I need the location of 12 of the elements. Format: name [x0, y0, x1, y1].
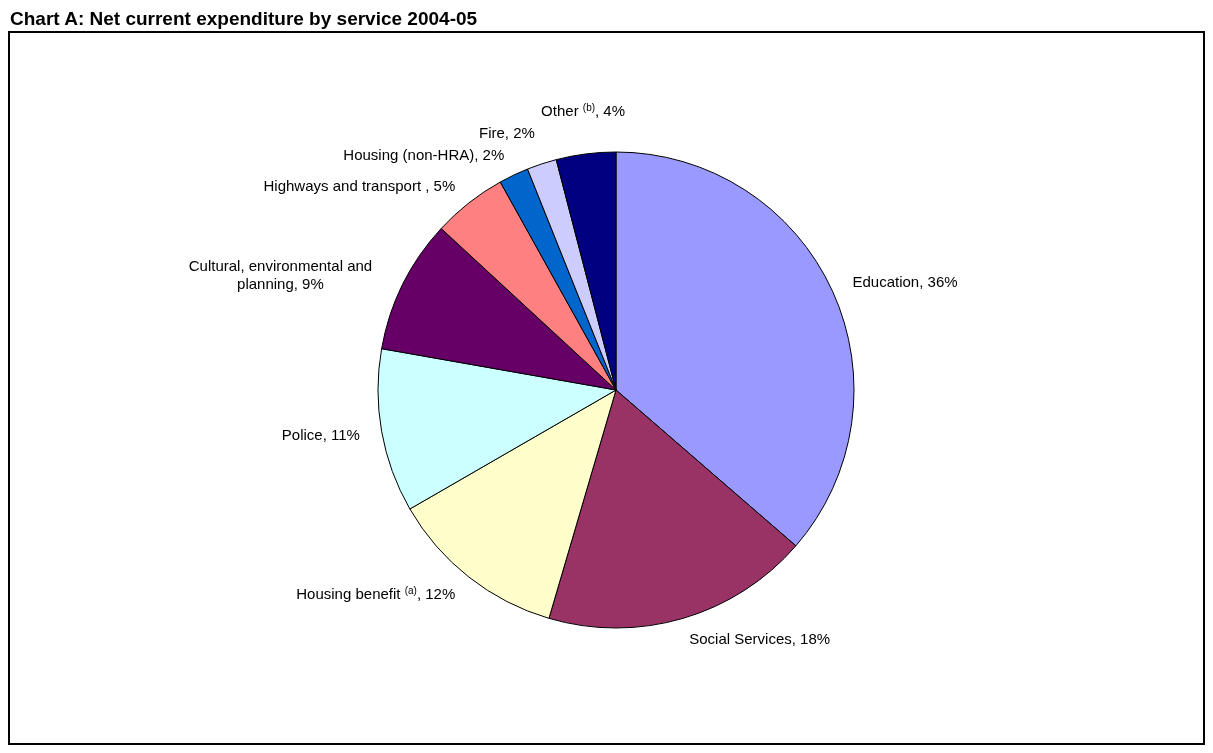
slice-label: Police, 11% [281, 426, 360, 444]
slice-label: Highways and transport , 5% [263, 176, 456, 194]
slice-label: Fire, 2% [479, 124, 535, 142]
slice-label: Housing benefit $^{(a)}$ [296, 584, 417, 603]
slice-label: Social Services, 18% [689, 630, 831, 648]
chart-title: Chart A: Net current expenditure by service 2004-05 [10, 8, 478, 29]
data-label: , 12% [416, 585, 456, 603]
data-label: , 4% [595, 102, 626, 120]
slice-label: Cultural, environmental and planning, 9% [188, 256, 373, 292]
slice-label: Housing (non-HRA), 2% [343, 146, 505, 164]
slice-label: Education, 36% [852, 272, 958, 290]
slice-label: Other $^{(b)}$ [541, 101, 596, 120]
